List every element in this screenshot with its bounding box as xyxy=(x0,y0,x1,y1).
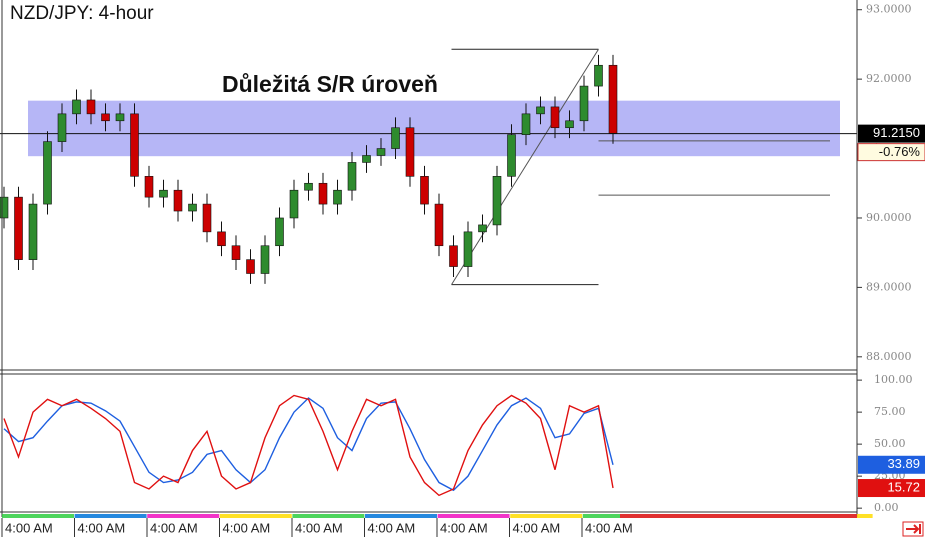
y-tick-label: 89.0000 xyxy=(866,280,912,293)
candle-body xyxy=(289,189,299,219)
candle-body xyxy=(144,176,154,198)
annotation: Důležitá S/R úroveň xyxy=(222,71,438,97)
strip-segment xyxy=(2,514,74,518)
candle-body xyxy=(0,196,9,219)
last-price-box xyxy=(858,124,925,143)
y-tick-label: 93.0000 xyxy=(866,3,912,16)
stoch-value-label: 33.89 xyxy=(887,456,920,471)
candle-body xyxy=(115,113,125,122)
y-tick-label: 92.0000 xyxy=(866,72,912,85)
candle-body xyxy=(434,203,444,247)
x-tick-label: 4:00 AM xyxy=(78,520,126,535)
last-price-label: 91.2150 xyxy=(873,125,920,140)
candle-body xyxy=(391,127,400,149)
stoch-line xyxy=(3,394,614,497)
zone-layer xyxy=(28,100,840,157)
strip-segment xyxy=(74,514,147,518)
stoch-value-label: 15.72 xyxy=(887,479,920,494)
candle-body xyxy=(188,203,197,212)
candle-body xyxy=(362,155,371,163)
fib-trend-line xyxy=(451,49,599,285)
strip-segment xyxy=(510,514,583,518)
stoch-y-tick-label: 0.00 xyxy=(874,501,899,514)
stoch-value-box xyxy=(858,479,925,498)
candle-body xyxy=(231,245,241,260)
candle-body xyxy=(492,176,502,226)
strip-tail xyxy=(620,514,857,518)
time-strip xyxy=(2,514,873,518)
strip-segment xyxy=(219,514,292,518)
x-tick-label: 4:00 AM xyxy=(223,520,271,535)
x-tick-label: 4:00 AM xyxy=(295,520,343,535)
x-tick-label: 4:00 AM xyxy=(368,520,416,535)
candle-body xyxy=(420,176,429,205)
stoch-y-tick-label: 100.00 xyxy=(874,373,913,386)
candle-body xyxy=(217,231,226,247)
candle-body xyxy=(72,99,81,115)
change-box xyxy=(857,143,925,162)
x-tick-label: 4:00 AM xyxy=(513,520,561,535)
stoch-y-tick-label: 75.00 xyxy=(874,405,906,418)
stoch-value-box xyxy=(858,455,925,474)
scroll-icon xyxy=(906,524,921,534)
candle-body xyxy=(304,182,313,191)
candle-body xyxy=(28,203,38,260)
strip-segment xyxy=(582,514,655,518)
candle-body xyxy=(318,182,328,205)
candle-body xyxy=(536,106,545,115)
candle-body xyxy=(275,217,284,247)
chart-title: NZD/JPY: 4-hour xyxy=(10,3,154,24)
y-tick-label: 88.0000 xyxy=(866,350,912,363)
candle-body xyxy=(130,113,139,177)
candle-body xyxy=(260,245,270,274)
candle-body xyxy=(376,148,386,156)
strip-segment xyxy=(365,514,437,518)
candle-body xyxy=(521,113,531,135)
candle-body xyxy=(43,141,52,205)
strip-segment xyxy=(437,514,510,518)
candle-body xyxy=(159,189,168,198)
strip-segment xyxy=(292,514,365,518)
strip-segment xyxy=(147,514,220,518)
x-tick-label: 4:00 AM xyxy=(5,520,53,535)
candle-body xyxy=(14,196,23,260)
candle-body xyxy=(347,162,357,191)
candle-body xyxy=(565,120,574,129)
candle-body xyxy=(86,99,96,115)
y-tick-label: 90.0000 xyxy=(866,211,912,224)
candle-body xyxy=(478,224,487,233)
x-tick-label: 4:00 AM xyxy=(585,520,633,535)
candle-body xyxy=(449,245,458,267)
candle-body xyxy=(608,64,618,134)
candle-body xyxy=(246,259,255,274)
candle-body xyxy=(405,127,415,177)
main-layer xyxy=(0,48,857,286)
stoch-line xyxy=(3,397,614,492)
stoch-y-tick-label: 50.00 xyxy=(874,437,906,450)
candle-body xyxy=(550,106,560,129)
candle-body xyxy=(202,203,212,233)
candle-body xyxy=(333,189,342,205)
x-tick-label: 4:00 AM xyxy=(150,520,198,535)
candle-body xyxy=(57,113,67,142)
change-label: -0.76% xyxy=(879,144,921,159)
candle-body xyxy=(101,113,110,122)
candle-body xyxy=(463,231,473,267)
x-tick-label: 4:00 AM xyxy=(440,520,488,535)
sr-zone xyxy=(28,100,840,157)
candle-body xyxy=(579,85,589,122)
candle-body xyxy=(507,134,516,177)
candle-body xyxy=(173,189,183,212)
candle-body xyxy=(594,64,603,87)
